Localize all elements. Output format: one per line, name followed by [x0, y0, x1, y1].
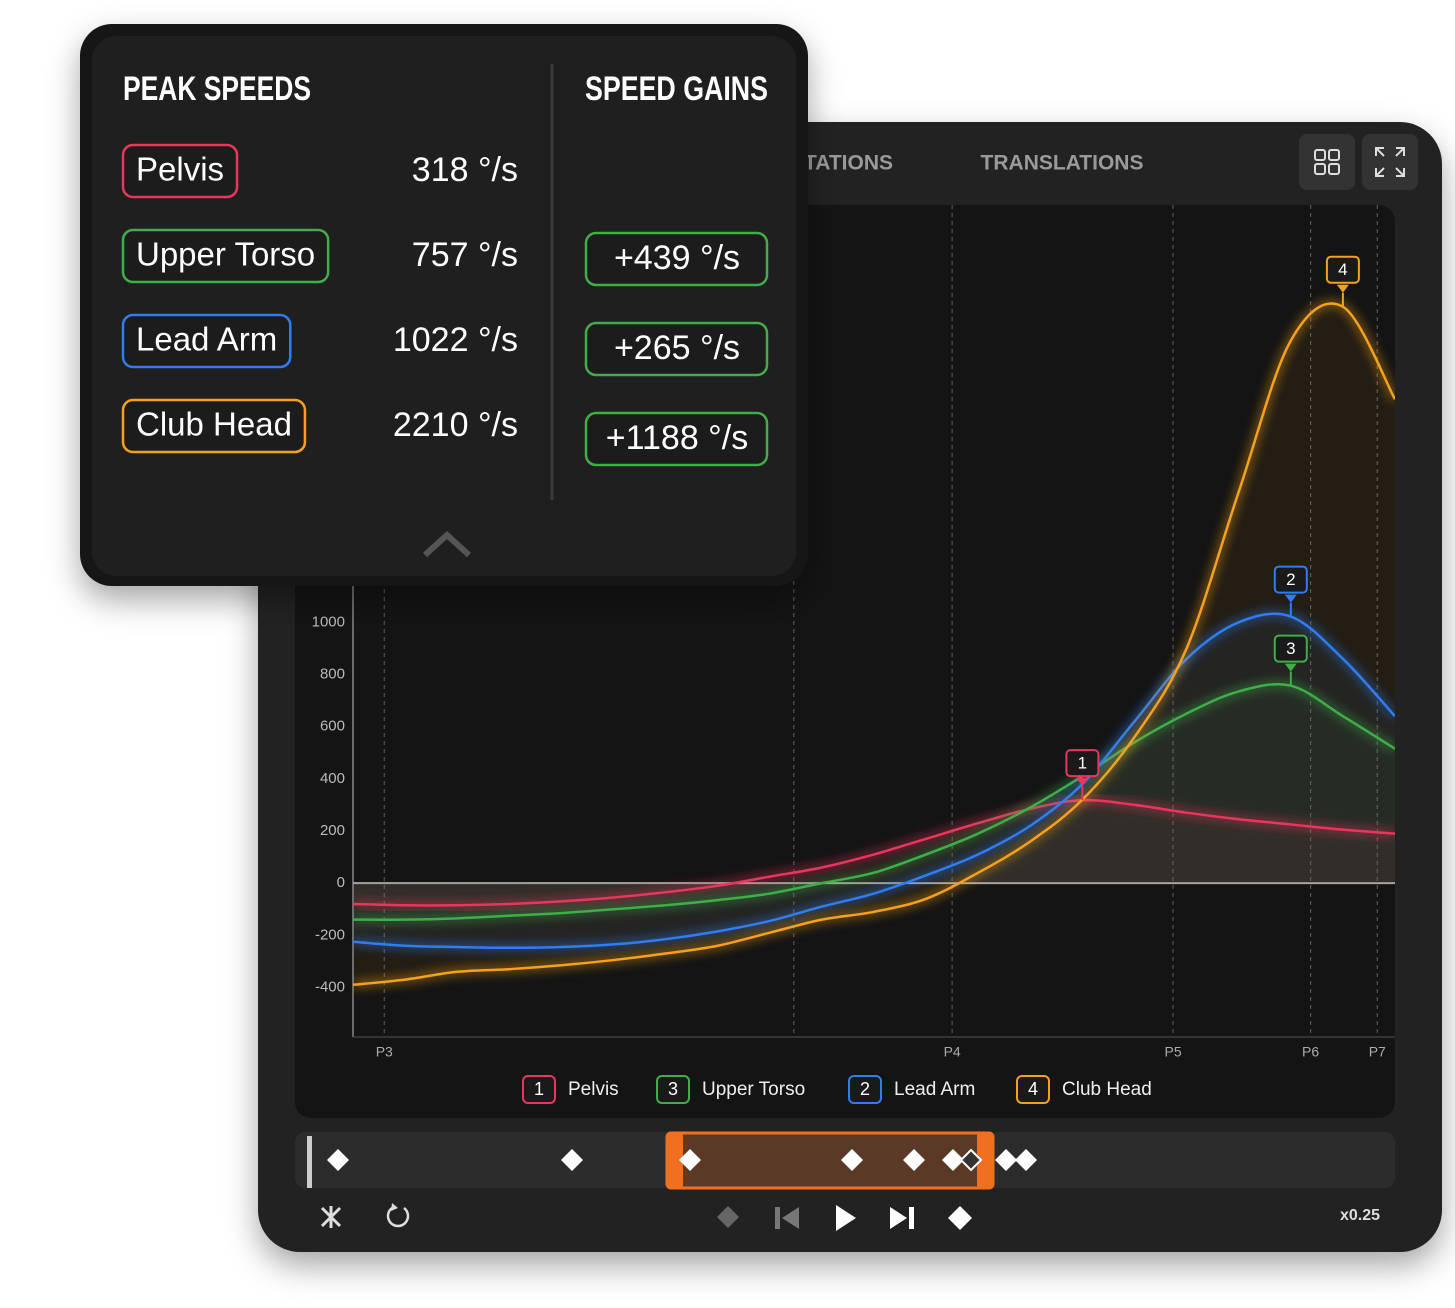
current-keyframe [959, 1148, 983, 1172]
peak-marker [1284, 663, 1297, 686]
peak-badge [1273, 634, 1308, 663]
peak-badge [1273, 565, 1308, 594]
prev-frame[interactable] [775, 1207, 799, 1229]
peak-speed: 1022 °/s [393, 321, 518, 359]
segment-name: Lead Arm [136, 321, 277, 358]
x-tick-label: P4 [944, 1044, 961, 1060]
segment-name: Upper Torso [136, 236, 315, 273]
name-pill [121, 143, 239, 199]
legend-label: Lead Arm [894, 1079, 975, 1100]
line [353, 612, 1395, 950]
popup-body [92, 36, 796, 576]
legend-badge [1016, 1075, 1050, 1104]
keyframe [995, 1149, 1017, 1171]
line [353, 302, 1395, 987]
area [353, 613, 1395, 948]
keyframe [903, 1149, 925, 1171]
legend-badge [522, 1075, 556, 1104]
legend-badge-label: 3 [668, 1079, 678, 1099]
prev-key[interactable] [717, 1206, 739, 1228]
peak-speed: 2210 °/s [393, 406, 518, 444]
tool-icon[interactable] [320, 1206, 342, 1228]
name-pill [121, 398, 307, 454]
peak-badge-label: 1 [1078, 754, 1087, 773]
peak-badge-label: 3 [1286, 639, 1295, 658]
segment-name: Pelvis [136, 151, 224, 188]
x-tick-label: P6 [1302, 1044, 1319, 1060]
y-tick-label: 800 [320, 665, 345, 682]
segment-name: Club Head [136, 406, 292, 443]
peak-badge [1065, 749, 1100, 778]
y-tick-label: 1000 [312, 613, 345, 630]
popup-title: PEAK SPEEDS [123, 70, 311, 108]
peak-speed: 318 °/s [412, 151, 518, 189]
fullscreen-button[interactable] [1362, 134, 1418, 190]
keyframe [561, 1149, 583, 1171]
keyframe [841, 1149, 863, 1171]
legend-badge [656, 1075, 690, 1104]
legend-badge [848, 1075, 882, 1104]
y-tick-label: -200 [315, 926, 345, 943]
area [353, 800, 1395, 906]
gain-pill [584, 231, 769, 287]
y-tick-label: 600 [320, 718, 345, 735]
reset-arrow [391, 1203, 398, 1211]
x-tick-label: P3 [376, 1044, 393, 1060]
tab[interactable]: TRANSLATIONS [981, 152, 1144, 175]
overlay: P3 P4 P5 P6 P7 -400 -200 0 200 400 600 800 1000 1 3 2 4 1… [312, 255, 1386, 1104]
popup-title: SPEED GAINS [585, 70, 768, 108]
area [353, 303, 1395, 985]
name-pill [121, 228, 330, 284]
legend-label: Club Head [1062, 1079, 1152, 1100]
y-tick-label: 0 [337, 874, 345, 891]
x-tick-label: P7 [1369, 1044, 1386, 1060]
gain-pill [584, 411, 769, 467]
grid-button[interactable] [1299, 134, 1355, 190]
rows: Pelvis 318 °/s Upper Torso 757 °/s +439 °/s L… [121, 143, 769, 467]
name-pill [121, 313, 292, 369]
legend-badge-label: 4 [1028, 1079, 1038, 1099]
peak-badge-label: 2 [1286, 570, 1295, 589]
gain-pill [584, 321, 769, 377]
reset-icon[interactable] [386, 1207, 410, 1228]
keyframe [1015, 1149, 1037, 1171]
selection-handle[interactable] [977, 1133, 993, 1188]
keyframe [679, 1149, 701, 1171]
keyframes [327, 1148, 1037, 1172]
next-frame[interactable] [890, 1207, 914, 1229]
peak-badge [1325, 255, 1360, 284]
speed[interactable]: x0.25 [1340, 1207, 1380, 1224]
popup: PEAK SPEEDS SPEED GAINS Pelvis 318 °/s Upp… [80, 24, 808, 586]
peak-marker [1076, 778, 1089, 801]
peak-marker [1284, 594, 1297, 617]
next-key[interactable] [948, 1206, 972, 1230]
selection-handle[interactable] [667, 1133, 683, 1188]
playhead [307, 1136, 312, 1188]
play[interactable] [836, 1205, 856, 1231]
keyframe [942, 1149, 964, 1171]
peak-marker [1336, 284, 1349, 307]
y-tick-label: 400 [320, 770, 345, 787]
peak-badge-label: 4 [1338, 260, 1347, 279]
legend-badge-label: 2 [860, 1079, 870, 1099]
collapse-icon[interactable] [422, 530, 472, 558]
y-tick-label: -400 [315, 978, 345, 995]
speed-gain: +265 °/s [614, 329, 740, 367]
line [353, 798, 1395, 907]
peak-speed: 757 °/s [412, 236, 518, 274]
legend-label: Upper Torso [702, 1079, 805, 1100]
legend-badge-label: 1 [534, 1079, 544, 1099]
legend-label: Pelvis [568, 1079, 619, 1100]
y-tick-label: 200 [320, 822, 345, 839]
line [353, 682, 1395, 921]
controls [320, 1203, 972, 1231]
speed-gain: +1188 °/s [606, 419, 748, 457]
keyframe [327, 1149, 349, 1171]
x-tick-label: P5 [1164, 1044, 1181, 1060]
speed-gain: +439 °/s [614, 239, 740, 277]
